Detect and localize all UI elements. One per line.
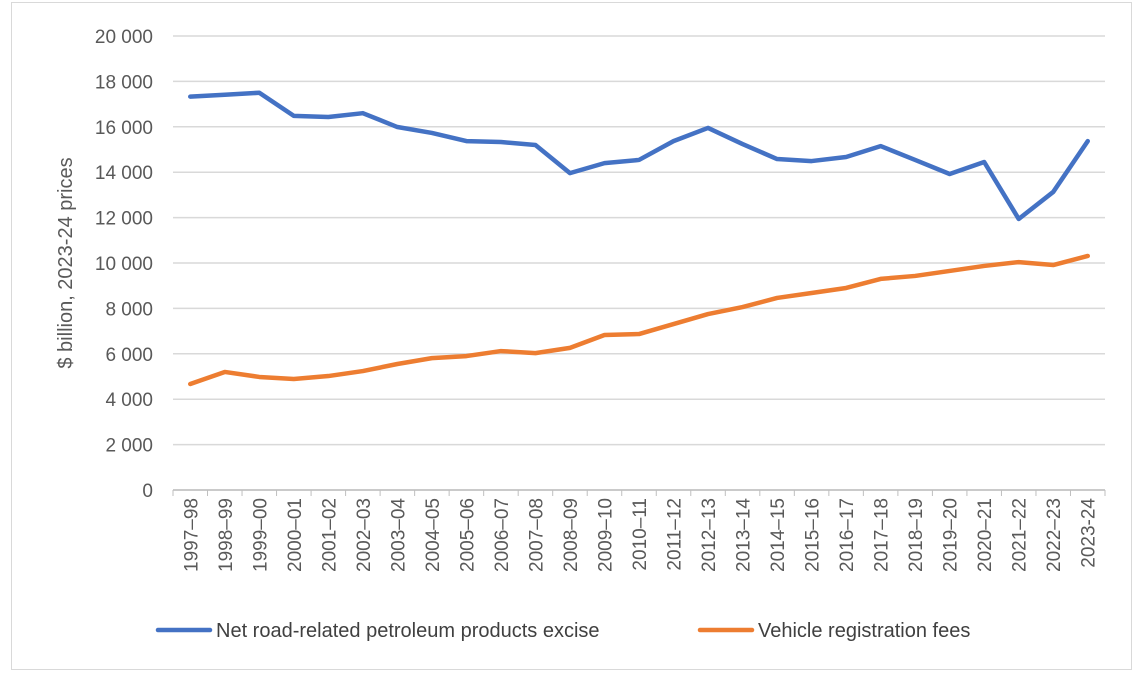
x-tick-label: 2001–02 <box>319 498 340 572</box>
x-tick-label: 2011–12 <box>665 498 686 571</box>
x-tick-label: 2000–01 <box>285 498 306 572</box>
x-tick-label: 2018–19 <box>906 498 927 572</box>
y-tick-label: 20 000 <box>95 27 153 48</box>
x-tick-label: 2008–09 <box>561 498 582 572</box>
x-tick-label: 2014–15 <box>768 498 789 572</box>
legend-label: Net road-related petroleum products exci… <box>216 620 600 642</box>
y-tick-label: 6 000 <box>105 345 153 366</box>
x-tick-label: 2012–13 <box>699 498 720 572</box>
x-tick-label: 2006–07 <box>492 498 513 572</box>
series-line-petroleum-excise <box>188 90 1090 222</box>
x-tick-label: 2016–17 <box>837 498 858 572</box>
x-tick-label: 2021–22 <box>1010 498 1031 572</box>
chart-frame <box>11 2 1132 670</box>
x-tick-label: 2015–16 <box>803 498 824 572</box>
x-tick-label: 1998–99 <box>216 498 237 572</box>
y-axis-label: $ billion, 2023-24 prices <box>55 157 77 368</box>
x-tick-label: 1997–98 <box>181 498 202 572</box>
x-tick-label: 2002–03 <box>354 498 375 572</box>
y-tick-label: 18 000 <box>95 72 153 93</box>
y-tick-label: 4 000 <box>105 390 153 411</box>
x-tick-label: 2005–06 <box>457 498 478 572</box>
x-tick-label: 1999–00 <box>250 498 271 572</box>
y-tick-label: 10 000 <box>95 254 153 275</box>
x-tick-label: 2023-24 <box>1079 498 1100 568</box>
x-tick-label: 2004–05 <box>423 498 444 572</box>
x-tick-label: 2013–14 <box>734 498 755 572</box>
x-tick-label: 2010–11 <box>630 498 651 571</box>
y-tick-label: 16 000 <box>95 118 153 139</box>
y-tick-label: 2 000 <box>105 436 153 457</box>
y-tick-label: 14 000 <box>95 163 153 184</box>
legend-label: Vehicle registration fees <box>758 620 970 642</box>
x-tick-label: 2007–08 <box>526 498 547 572</box>
y-tick-label: 0 <box>142 481 153 502</box>
y-tick-label: 12 000 <box>95 209 153 230</box>
x-tick-label: 2020–21 <box>975 498 996 572</box>
series-line-registration-fees <box>188 253 1090 387</box>
x-tick-label: 2017–18 <box>872 498 893 572</box>
x-tick-label: 2003–04 <box>388 498 409 572</box>
y-tick-label: 8 000 <box>105 299 153 320</box>
x-tick-label: 2022–23 <box>1044 498 1065 572</box>
x-tick-label: 2019–20 <box>941 498 962 572</box>
x-tick-label: 2009–10 <box>595 498 616 572</box>
